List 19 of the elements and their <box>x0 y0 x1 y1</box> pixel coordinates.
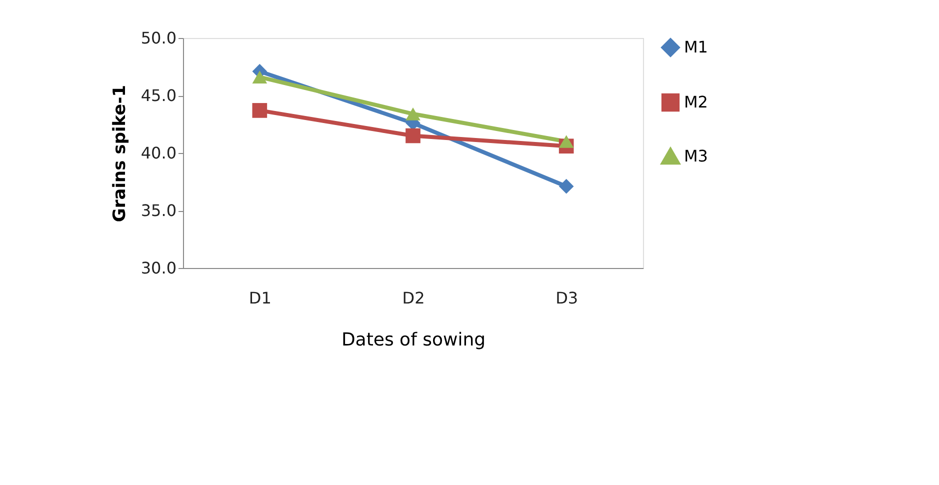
point <box>252 103 268 118</box>
point <box>558 178 574 194</box>
point <box>406 107 420 120</box>
x-tick-label: D2 <box>402 288 425 308</box>
x-axis-title: Dates of sowing <box>341 330 486 350</box>
legend-label: M2 <box>684 92 708 112</box>
point <box>558 135 574 148</box>
y-tick-label: 40.0 <box>140 144 176 162</box>
legend-label: M1 <box>684 38 708 56</box>
y-tick-label: 45.0 <box>140 86 176 105</box>
y-tick-label: 30.0 <box>140 258 176 278</box>
x-tick-label: D1 <box>248 288 272 308</box>
legend-label: M3 <box>684 146 708 166</box>
point <box>406 128 420 144</box>
x-tick-label: D3 <box>556 288 578 308</box>
y-tick-label: 35.0 <box>140 201 176 220</box>
y-axis-title: Grains spike-1 <box>110 84 130 222</box>
point <box>252 70 268 84</box>
y-tick-label: 50.0 <box>140 28 176 48</box>
